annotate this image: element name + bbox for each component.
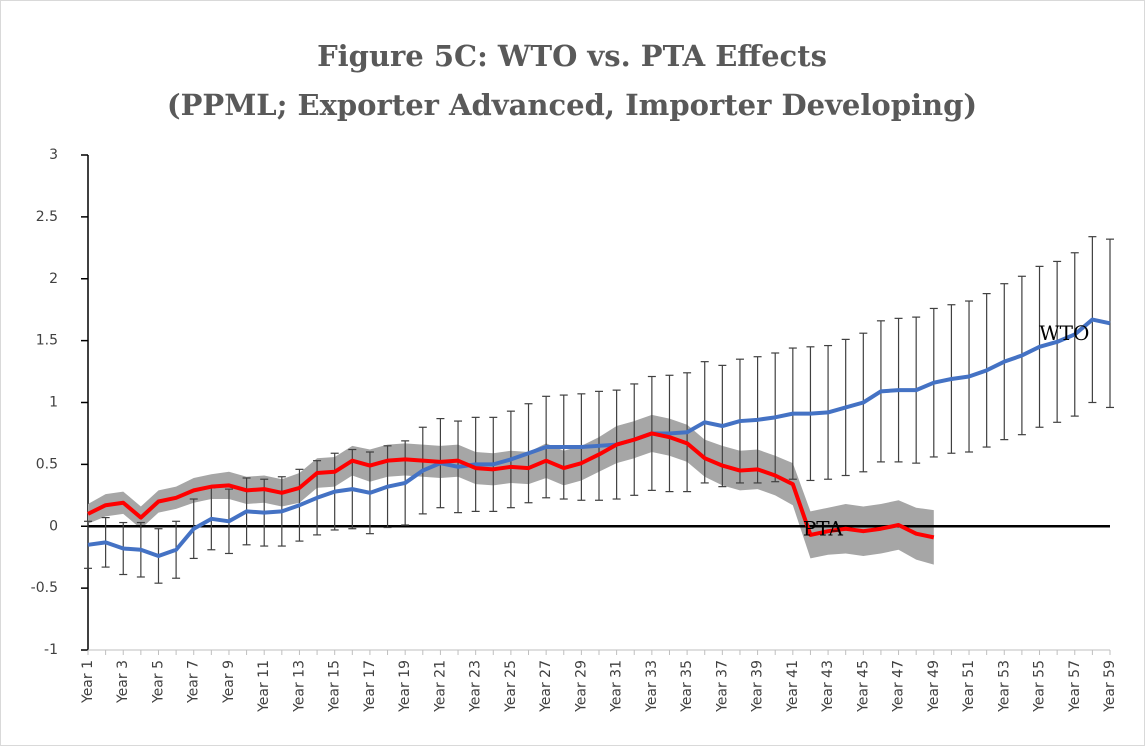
x-tick-label: Year 27 bbox=[538, 660, 554, 713]
x-tick-label: Year 35 bbox=[679, 660, 695, 713]
y-tick-label: 2 bbox=[49, 271, 58, 287]
x-tick-label: Year 29 bbox=[573, 660, 589, 713]
x-tick-label: Year 47 bbox=[891, 660, 907, 713]
x-tick-label: Year 23 bbox=[468, 660, 484, 713]
x-tick-label: Year 25 bbox=[503, 660, 519, 713]
x-tick-label: Year 37 bbox=[714, 660, 730, 713]
y-tick-label: 0.5 bbox=[36, 456, 58, 472]
x-tick-label: Year 15 bbox=[327, 660, 343, 713]
x-tick-label: Year 49 bbox=[926, 660, 942, 713]
x-tick-label: Year 19 bbox=[397, 660, 413, 713]
series-line bbox=[87, 317, 1111, 558]
x-tick-label: Year 39 bbox=[750, 660, 766, 713]
x-tick-label: Year 57 bbox=[1067, 660, 1083, 713]
y-tick-label: 2.5 bbox=[36, 209, 58, 225]
x-tick-label: Year 13 bbox=[291, 660, 307, 713]
x-tick-label: Year 59 bbox=[1102, 660, 1118, 713]
annotation: WTO bbox=[1039, 321, 1089, 345]
x-tick-label: Year 31 bbox=[609, 660, 625, 713]
y-tick-label: 1.5 bbox=[36, 333, 58, 349]
y-tick-label: 1 bbox=[49, 395, 58, 411]
x-tick-label: Year 45 bbox=[855, 660, 871, 713]
x-tick-label: Year 33 bbox=[644, 660, 660, 713]
x-tick-label: Year 7 bbox=[186, 660, 202, 704]
x-tick-label: Year 43 bbox=[820, 660, 836, 713]
y-tick-label: 0 bbox=[49, 518, 58, 534]
chart-subtitle: (PPML; Exporter Advanced, Importer Devel… bbox=[167, 88, 977, 122]
y-tick-label: -0.5 bbox=[31, 580, 58, 596]
x-tick-label: Year 55 bbox=[1032, 660, 1048, 713]
annotation: PTA bbox=[803, 516, 844, 540]
y-tick-label: -1 bbox=[44, 642, 58, 658]
x-tick-label: Year 21 bbox=[432, 660, 448, 713]
x-tick-label: Year 5 bbox=[150, 660, 166, 704]
x-tick-label: Year 3 bbox=[115, 660, 131, 704]
x-tick-label: Year 11 bbox=[256, 660, 272, 713]
x-tick-label: Year 51 bbox=[961, 660, 977, 713]
x-tick-label: Year 41 bbox=[785, 660, 801, 713]
x-tick-label: Year 53 bbox=[996, 660, 1012, 713]
chart-title: Figure 5C: WTO vs. PTA Effects bbox=[317, 39, 827, 73]
x-tick-label: Year 9 bbox=[221, 660, 237, 704]
series-line bbox=[87, 431, 935, 540]
x-tick-label: Year 1 bbox=[80, 660, 96, 704]
x-tick-label: Year 17 bbox=[362, 660, 378, 713]
y-tick-label: 3 bbox=[49, 147, 58, 163]
